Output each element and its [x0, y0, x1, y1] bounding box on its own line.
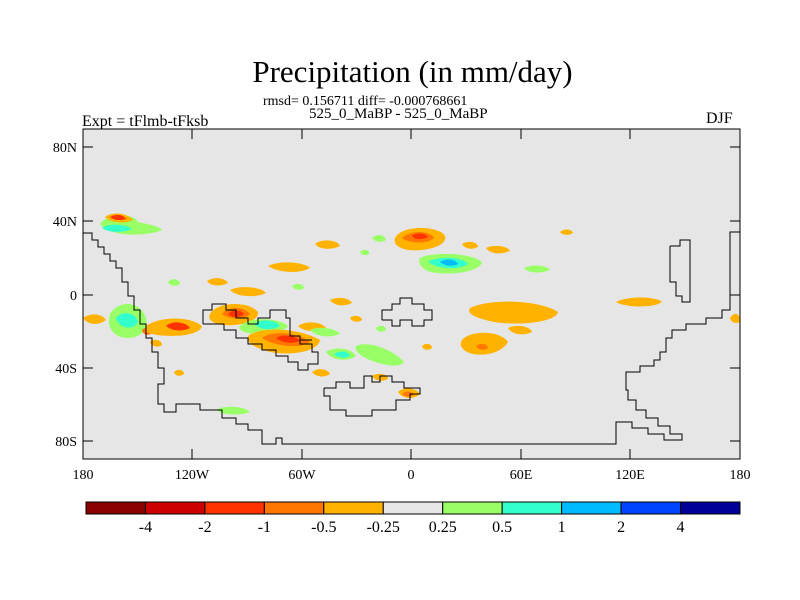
anomaly-blob — [116, 313, 138, 328]
lon-tick-label: 60W — [288, 468, 316, 483]
anomaly-blob — [315, 240, 340, 249]
lat-tick-label: 40N — [53, 215, 77, 230]
anomaly-blob — [310, 327, 340, 337]
colorbar-label: -2 — [198, 519, 211, 536]
colorbar-labels: -4 -2 -1 -0.5 -0.25 0.25 0.5 1 2 4 — [139, 519, 685, 536]
anomaly-blob — [730, 313, 740, 323]
experiment-label: Expt = tFlmb-tFksb — [82, 113, 209, 130]
colorbar-swatch — [144, 501, 206, 515]
colorbar-swatch — [680, 501, 741, 515]
anomaly-blob — [254, 320, 280, 330]
colorbar-swatch — [382, 501, 444, 515]
coastline — [202, 303, 319, 371]
anomaly-blob — [372, 235, 386, 242]
coastline — [381, 297, 433, 327]
anomaly-blob — [268, 262, 310, 272]
lon-tick-labels: 180 120W 60W 0 60E 120E 180 — [73, 468, 751, 483]
anomaly-blob — [462, 241, 478, 249]
colorbar-swatch — [561, 501, 622, 515]
colorbar-swatch — [620, 501, 682, 515]
anomaly-blob — [360, 249, 370, 256]
colorbar-label: 2 — [617, 519, 625, 536]
anomaly-blob — [334, 351, 350, 358]
anomaly-blob — [292, 283, 304, 290]
anomaly-blob — [476, 343, 488, 350]
colorbar-label: 0.25 — [429, 519, 457, 536]
stats-label: rmsd= 0.156711 diff= -0.000768661 — [263, 94, 468, 109]
coastline — [83, 231, 740, 445]
anomaly-blob — [350, 315, 362, 322]
anomaly-blob — [486, 245, 510, 254]
colorbar-label: -0.25 — [367, 519, 400, 536]
colorbar-label: -4 — [139, 519, 152, 536]
colorbar — [85, 501, 741, 515]
anomaly-blob — [102, 224, 132, 232]
lon-tick-label: 0 — [408, 468, 415, 483]
anomaly-blob — [83, 314, 106, 324]
anomaly-contours — [83, 213, 740, 415]
colorbar-label: -0.5 — [311, 519, 336, 536]
season-label: DJF — [706, 110, 733, 127]
coastline — [290, 335, 312, 341]
anomaly-blob — [508, 325, 532, 335]
anomaly-blob — [412, 233, 428, 240]
anomaly-blob — [355, 344, 404, 366]
lat-tick-label: 0 — [70, 289, 77, 304]
anomaly-blob — [168, 279, 180, 286]
colorbar-label: 0.5 — [492, 519, 512, 536]
map-title: Precipitation (in mm/day) — [252, 54, 573, 89]
lon-ticks — [82, 129, 741, 459]
colorbar-swatch — [263, 501, 325, 515]
anomaly-blob — [402, 391, 414, 397]
lon-tick-label: 120E — [615, 468, 645, 483]
anomaly-blob — [276, 335, 300, 343]
anomaly-blob — [166, 322, 190, 331]
anomaly-blob — [312, 369, 330, 377]
colorbar-label: 4 — [677, 519, 685, 536]
lon-tick-label: 120W — [175, 468, 210, 483]
anomaly-blob — [207, 278, 228, 286]
anomaly-blob — [376, 325, 386, 332]
anomaly-blob — [460, 332, 508, 355]
anomaly-blob — [174, 369, 184, 376]
lon-tick-label: 180 — [730, 468, 751, 483]
anomaly-blob — [110, 214, 126, 221]
anomaly-blob — [330, 297, 352, 306]
anomaly-blob — [469, 301, 558, 324]
colorbar-label: -1 — [258, 519, 271, 536]
colorbar-swatch — [85, 501, 146, 515]
anomaly-blob — [150, 339, 162, 347]
lon-tick-label: 60E — [510, 468, 533, 483]
colorbar-swatch — [323, 501, 384, 515]
anomaly-blob — [440, 259, 458, 266]
colorbar-swatch — [204, 501, 265, 515]
colorbar-label: 1 — [558, 519, 566, 536]
lon-tick-label: 180 — [73, 468, 94, 483]
colorbar-swatch — [501, 501, 563, 515]
anomaly-blob — [216, 406, 250, 415]
lat-tick-label: 80N — [53, 141, 77, 156]
subtitle-label: 525_0_MaBP - 525_0_MaBP — [309, 106, 488, 122]
anomaly-blob — [524, 265, 550, 273]
lat-tick-label: 80S — [55, 435, 77, 450]
lat-tick-labels: 80N 40N 0 40S 80S — [53, 141, 77, 450]
lat-tick-label: 40S — [55, 362, 77, 377]
coastline — [669, 239, 691, 303]
coastlines — [83, 231, 740, 445]
anomaly-blob — [616, 297, 662, 307]
anomaly-blob — [560, 229, 573, 235]
lat-ticks — [83, 146, 740, 442]
colorbar-swatch — [442, 501, 503, 515]
anomaly-blob — [230, 287, 266, 297]
coastline — [323, 375, 421, 417]
anomaly-blob — [422, 343, 432, 350]
